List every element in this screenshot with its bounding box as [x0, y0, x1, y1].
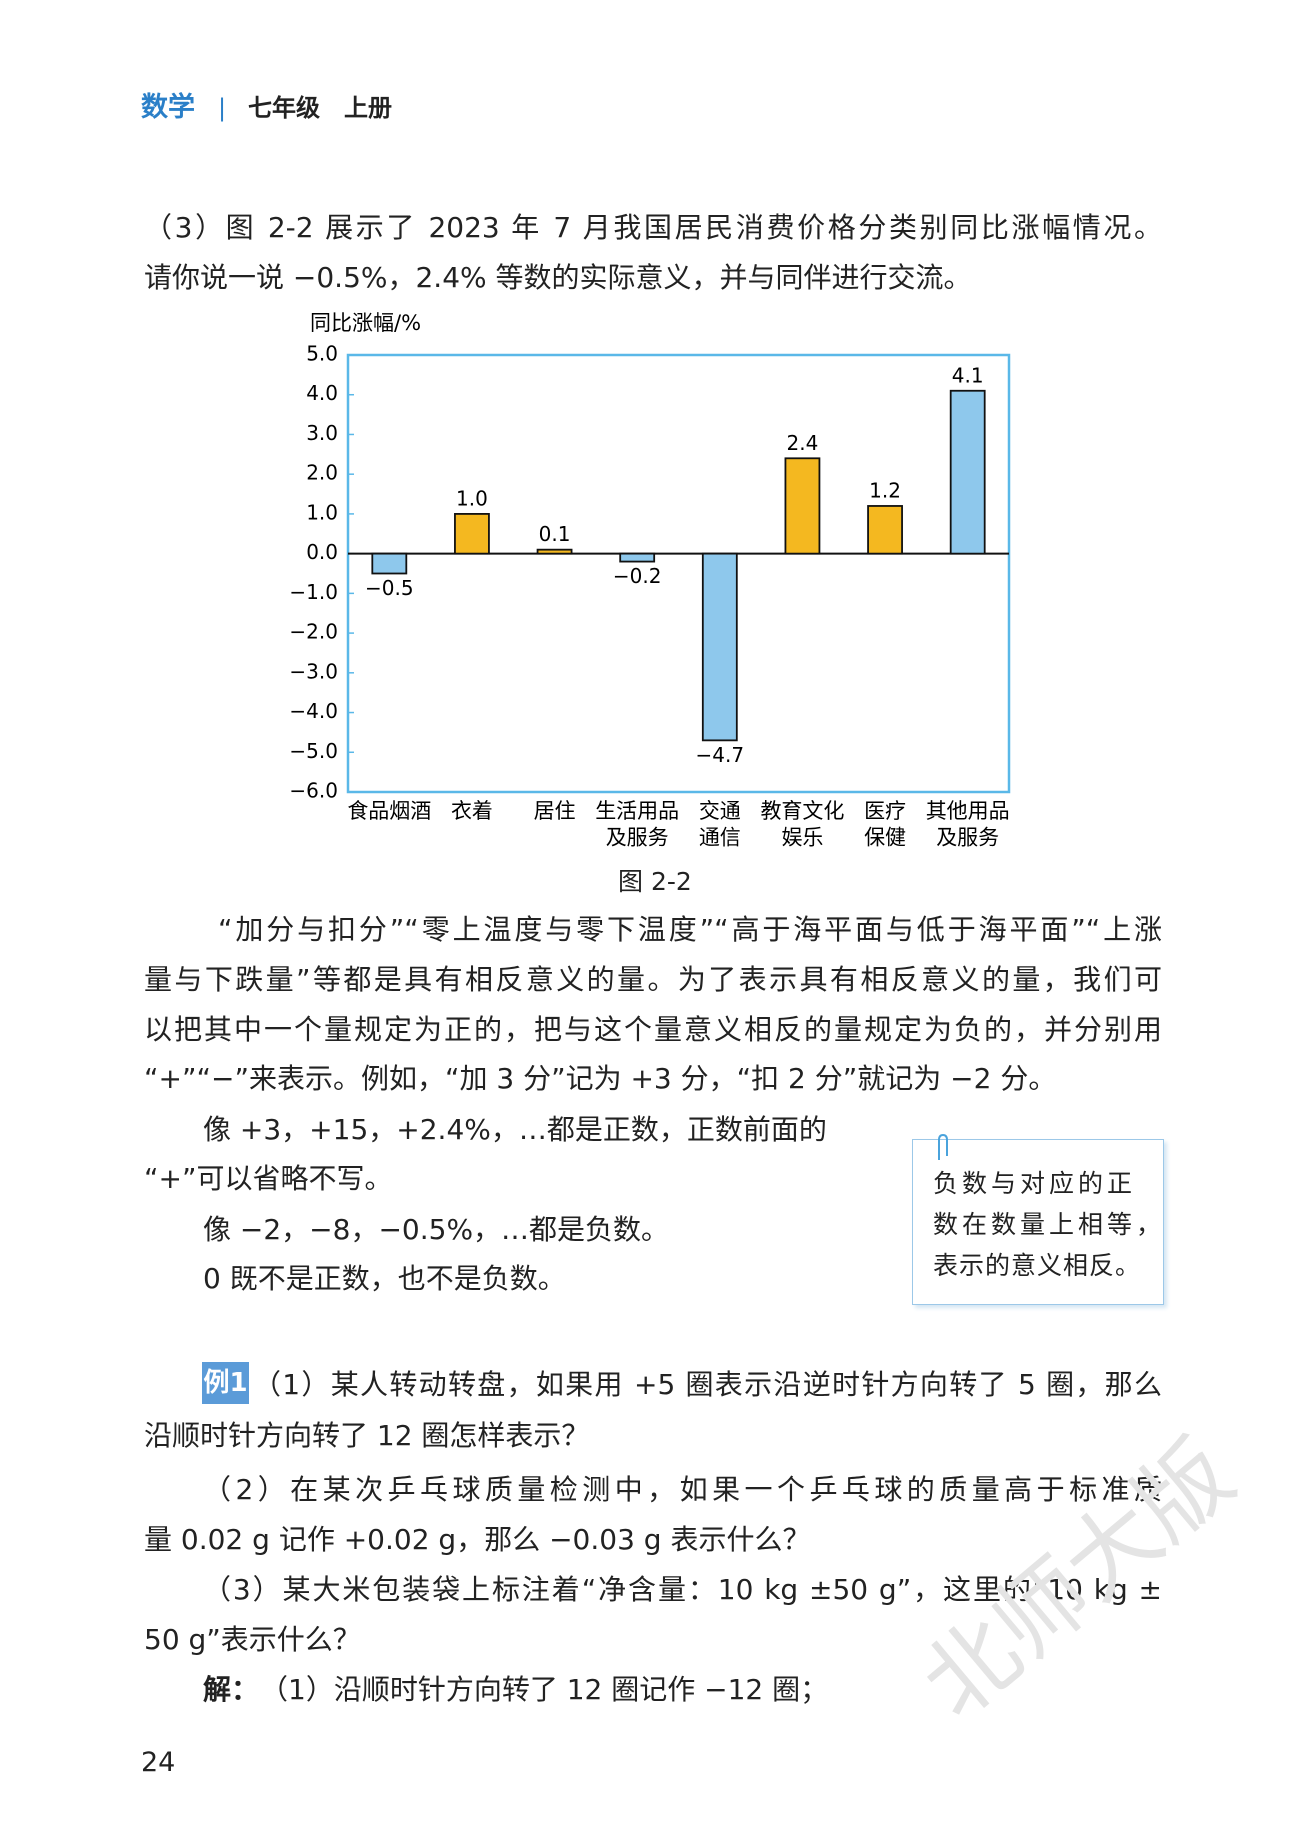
bar — [784, 457, 821, 555]
x-tick-label: 交通通信 — [699, 799, 741, 849]
note-box: 负数与对应的正 数在数量上相等， 表示的意义相反。 — [912, 1133, 1166, 1305]
bar — [454, 513, 490, 555]
y-tick-label: −4.0 — [289, 699, 338, 723]
value-label: −0.2 — [613, 564, 662, 588]
value-label: 2.4 — [787, 431, 819, 455]
y-tick-label: 0.0 — [306, 540, 338, 564]
y-tick-label: −3.0 — [289, 659, 338, 683]
text-line: 像 −2，−8，−0.5%，…都是负数。 — [203, 1213, 670, 1246]
text-line: 量 0.02 g 记作 +0.02 g，那么 −0.03 g 表示什么？ — [144, 1523, 811, 1556]
y-tick-label: 5.0 — [306, 342, 338, 366]
y-tick-label: 2.0 — [306, 461, 338, 485]
y-tick-label: 3.0 — [306, 421, 338, 445]
x-tick-label: 食品烟酒 — [347, 799, 431, 823]
subject: 数学 — [141, 92, 195, 123]
grade: 七年级 上册 — [248, 94, 392, 122]
text-line: “+”“−”来表示。例如，“加 3 分”记为 +3 分，“扣 2 分”就记为 −… — [144, 1062, 1057, 1095]
text-line: （1）某人转动转盘，如果用 +5 圈表示沿逆时针方向转了 5 圈，那么 — [253, 1368, 1162, 1401]
bar — [701, 552, 738, 742]
value-label: −4.7 — [696, 743, 745, 767]
text-line: 量与下跌量”等都是具有相反意义的量。为了表示具有相反意义的量，我们可 — [144, 963, 1162, 996]
separator: | — [218, 94, 227, 122]
note-line: 负数与对应的正 — [933, 1169, 1137, 1198]
value-label: −0.5 — [365, 576, 414, 600]
solution-label: 解： — [203, 1673, 260, 1706]
bar — [536, 548, 573, 555]
x-tick-label: 衣着 — [451, 799, 493, 823]
bar — [867, 505, 903, 555]
text-line: 请你说一说 −0.5%，2.4% 等数的实际意义，并与同伴进行交流。 — [144, 261, 972, 294]
text-line: （3）某大米包装袋上标注着“净含量：10 kg ±50 g”，这里的“10 kg… — [203, 1573, 1162, 1606]
y-tick-label: −5.0 — [289, 739, 338, 763]
value-label: 4.1 — [952, 363, 984, 387]
text-line: 50 g”表示什么？ — [144, 1623, 361, 1656]
x-tick-label: 居住 — [534, 799, 576, 823]
x-tick-label: 医疗保健 — [864, 799, 906, 849]
text-line: 以把其中一个量规定为正的，把与这个量意义相反的量规定为负的，并分别用 — [144, 1013, 1162, 1046]
x-tick-label: 生活用品及服务 — [595, 799, 679, 849]
y-tick-label: −1.0 — [289, 580, 338, 604]
caption: 图 2-2 — [618, 867, 692, 896]
page-number: 24 — [141, 1747, 176, 1778]
x-tick-label: 教育文化娱乐 — [760, 799, 844, 849]
text-line: 沿顺时针方向转了 12 圈怎样表示？ — [144, 1419, 590, 1452]
value-label: 1.2 — [869, 478, 901, 502]
note-line: 数在数量上相等， — [933, 1210, 1166, 1239]
text-line: “+”可以省略不写。 — [144, 1162, 393, 1195]
text-line: （3）图 2-2 展示了 2023 年 7 月我国居民消费价格分类别同比涨幅情况… — [144, 211, 1162, 244]
text-line: 像 +3，+15，+2.4%，…都是正数，正数前面的 — [203, 1113, 827, 1146]
y-tick-label: −6.0 — [289, 779, 338, 803]
value-label: 0.1 — [539, 522, 571, 546]
bar — [949, 389, 986, 555]
text-line: 0 既不是正数，也不是负数。 — [203, 1262, 566, 1295]
value-label: 1.0 — [456, 486, 488, 510]
text-line: （1）沿顺时针方向转了 12 圈记作 −12 圈； — [260, 1673, 829, 1706]
y-tick-label: −2.0 — [289, 620, 338, 644]
y-tick-label: 4.0 — [306, 381, 338, 405]
example-tag: 例1 — [202, 1362, 249, 1404]
chart: 同比涨幅/% 5.0 4.0 3.0 2.0 1.0 0.0 −1.0 −2.0 −3.0 −4.0… — [289, 311, 1011, 849]
y-axis-label: 同比涨幅/% — [310, 311, 421, 335]
text-line: （2）在某次乒乓球质量检测中，如果一个乒乓球的质量高于标准质 — [203, 1473, 1162, 1506]
bar — [371, 552, 408, 575]
x-tick-label: 其他用品及服务 — [926, 799, 1010, 849]
clip-icon — [938, 1133, 948, 1160]
bar — [619, 552, 656, 563]
plot-frame — [346, 353, 1011, 794]
text-line: “加分与扣分”“零上温度与零下温度”“高于海平面与低于海平面”“上涨 — [218, 913, 1162, 946]
y-tick-label: 1.0 — [306, 500, 338, 524]
note-line: 表示的意义相反。 — [933, 1251, 1142, 1280]
